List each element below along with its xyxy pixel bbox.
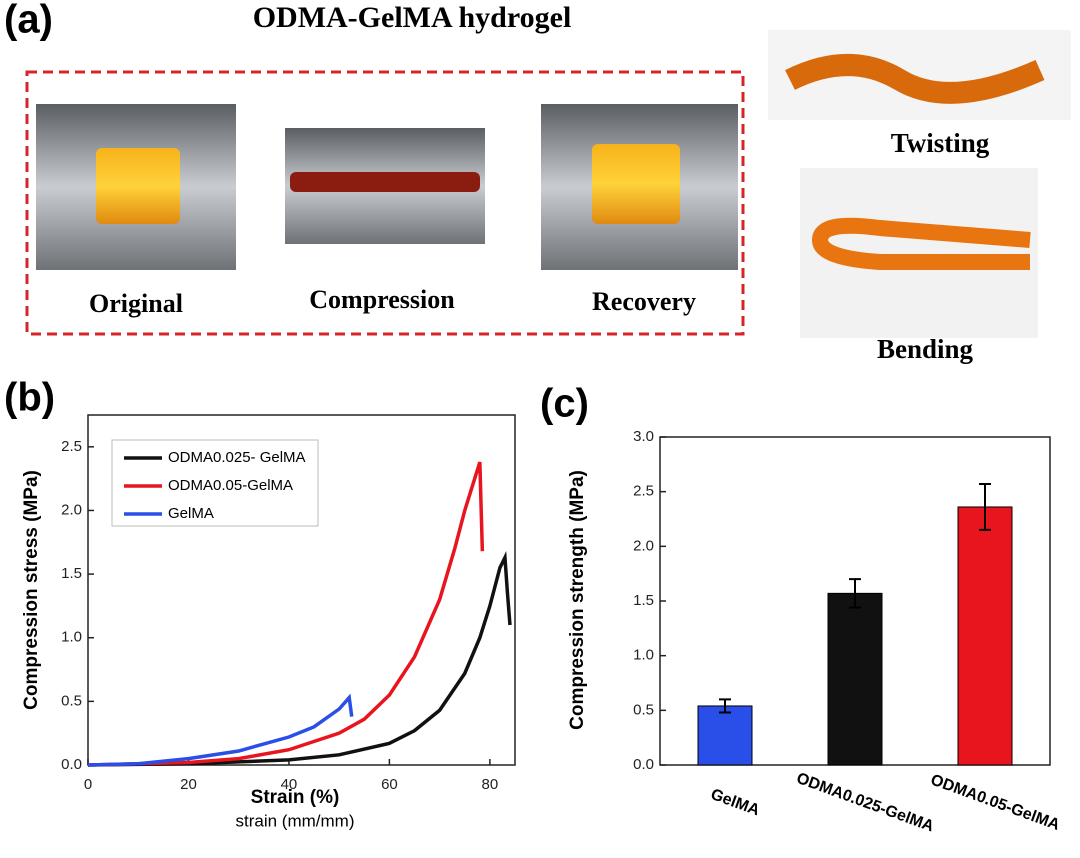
panel-title: ODMA-GelMA hydrogel [253,1,572,34]
error-bar [719,698,731,714]
x-tick-label: 80 [482,776,499,793]
panel-label: (c) [540,382,589,426]
x-tick-label: 0 [84,776,92,793]
photo-label: Recovery [592,287,696,316]
x-tick-label: ODMA0.025-GelMA [794,770,936,836]
photo-label: Original [89,289,183,318]
y-tick-label: 0.0 [633,756,654,773]
y-tick-label: 1.0 [633,647,654,664]
x-tick-label: 40 [281,776,298,793]
bar [957,506,1013,766]
x-axis-label: Strain (%) [251,787,340,808]
line-series [87,550,512,767]
error-bar [979,483,991,531]
y-tick-label: 2.0 [61,501,82,518]
photo-recovery [541,104,738,270]
x-tick-label: ODMA0.05-GelMA [928,771,1062,834]
photo-twisting [768,30,1071,120]
x-tick-label: 60 [381,776,398,793]
error-bar [849,578,861,609]
panel-label: (b) [4,376,55,420]
y-tick-label: 2.5 [633,483,654,500]
photo-label: Twisting [891,128,990,158]
y-tick-label: 2.5 [61,438,82,455]
y-tick-label: 0.5 [633,701,654,718]
photo-compression [285,128,485,244]
plot-frame [87,414,516,766]
legend-label: GelMA [168,505,214,522]
photo-label: Bending [877,334,974,364]
x-tick-label: 20 [180,776,197,793]
photo-bending [800,168,1038,338]
x-axis-label: strain (mm/mm) [236,811,355,830]
y-axis-label: Compression strength (MPa) [567,470,588,730]
x-tick-label: GelMA [708,786,762,819]
y-tick-label: 1.5 [633,592,654,609]
legend-box [111,439,319,527]
panel-label: (a) [4,0,53,42]
line-series [87,461,485,767]
y-tick-label: 3.0 [633,428,654,445]
y-tick-label: 1.5 [61,565,82,582]
line-series [87,693,354,767]
y-tick-label: 0.5 [61,692,82,709]
dashed-box [25,70,745,336]
y-axis-label: Compression stress (MPa) [21,470,42,710]
legend-label: ODMA0.05-GelMA [168,477,293,494]
y-tick-label: 2.0 [633,537,654,554]
bar [827,592,883,766]
photo-original [36,104,236,270]
photo-label: Compression [309,285,455,314]
legend-label: ODMA0.025- GelMA [168,449,306,466]
bar [697,705,753,766]
y-tick-label: 0.0 [61,756,82,773]
y-tick-label: 1.0 [61,629,82,646]
